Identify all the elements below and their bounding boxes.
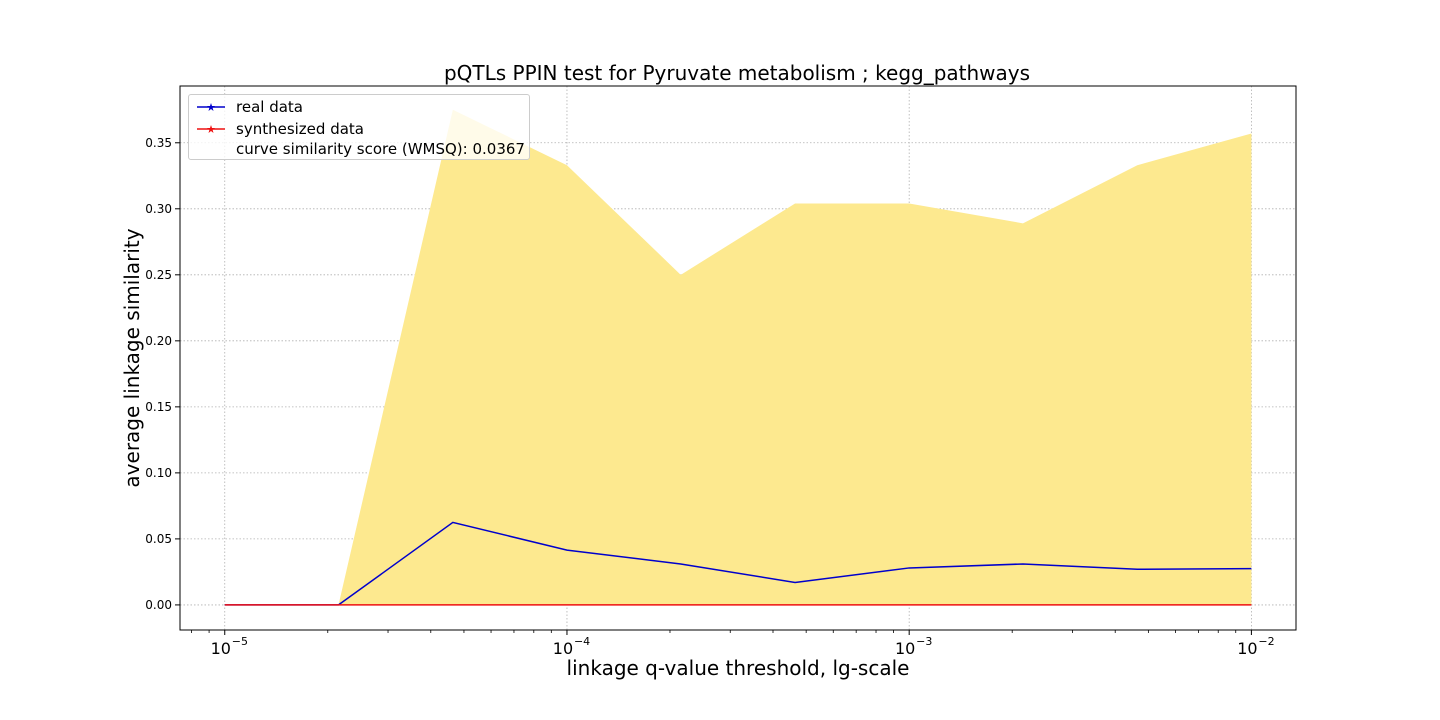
- y-tick-label-1: 0.05: [145, 532, 172, 546]
- x-tick-exponent-2: −3: [916, 635, 932, 648]
- y-tick-label-0: 0.00: [145, 598, 172, 612]
- y-tick-label-3: 0.15: [145, 400, 172, 414]
- y-axis: 0.00 0.05 0.10 0.15 0.20 0.25 0.30 0.35: [145, 136, 180, 612]
- y-tick-label-2: 0.10: [145, 466, 172, 480]
- x-tick-label-1: 10: [553, 639, 573, 658]
- x-axis-label: linkage q-value threshold, lg-scale: [567, 656, 910, 680]
- legend-entry-synth: synthesized data curve similarity score …: [189, 119, 529, 159]
- series-line-0: [224, 521, 1252, 606]
- chart-title: pQTLs PPIN test for Pyruvate metabolism …: [444, 61, 1030, 85]
- y-tick-label-4: 0.20: [145, 334, 172, 348]
- similarity-score: curve similarity score (WMSQ): 0.0367: [236, 140, 525, 158]
- y-tick-label-7: 0.35: [145, 136, 172, 150]
- legend-label-real: real data: [236, 98, 303, 116]
- x-tick-label-0: 10: [211, 639, 231, 658]
- legend-swatch-synth: [197, 125, 225, 133]
- plot-frame: [179, 85, 1297, 631]
- confidence-band: [224, 109, 1252, 605]
- x-tick-exponent-0: −5: [232, 635, 248, 648]
- legend-entry-real: real data: [189, 97, 529, 117]
- x-axis: 10 −5 10 −4 10 −3 10 −2: [191, 630, 1275, 658]
- y-tick-label-6: 0.30: [145, 202, 172, 216]
- legend: real data synthesized data curve similar…: [188, 94, 530, 160]
- y-tick-label-5: 0.25: [145, 268, 172, 282]
- legend-swatch-real: [197, 103, 225, 111]
- y-axis-label: average linkage similarity: [120, 228, 144, 487]
- x-tick-exponent-1: −4: [574, 635, 590, 648]
- x-tick-exponent-3: −2: [1258, 635, 1274, 648]
- x-tick-label-3: 10: [1237, 639, 1257, 658]
- x-tick-label-2: 10: [895, 639, 915, 658]
- legend-label-synth: synthesized data: [236, 120, 364, 138]
